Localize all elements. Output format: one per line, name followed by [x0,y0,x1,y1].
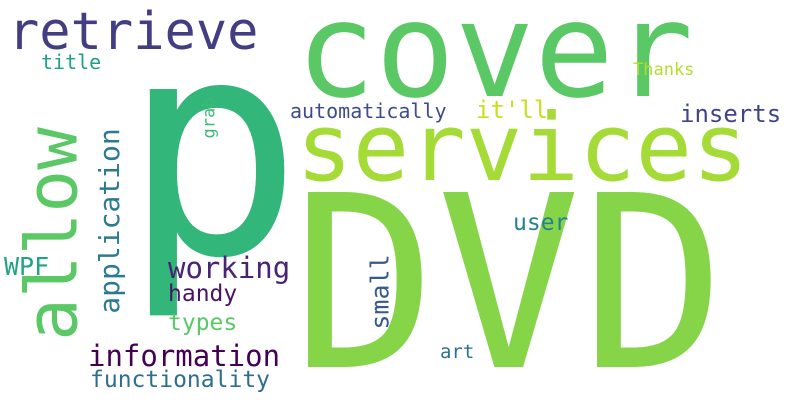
word-cover: cover [296,0,694,128]
word-information: information [88,339,281,373]
word-art: art [440,341,475,363]
word-inserts: inserts [680,100,782,128]
word-handy: handy [168,281,238,307]
word-user: user [513,210,569,236]
word-application: application [93,128,126,314]
word-allow: allow [10,127,94,341]
word-title: title [41,50,102,74]
word-itll: it'll [476,96,549,124]
word-grab: grab [199,97,220,139]
word-working: working [168,251,291,285]
word-small: small [365,254,395,330]
word-retrieve: retrieve [8,2,259,62]
word-functionality: functionality [90,367,271,393]
word-types: types [168,310,238,336]
word-wpf: WPF [4,252,50,281]
word-automatically: automatically [290,99,447,123]
word-p: p [122,0,303,324]
word-services: services [296,94,749,203]
word-thanks: Thanks [633,60,695,80]
word-dvd: DVD [292,144,726,400]
